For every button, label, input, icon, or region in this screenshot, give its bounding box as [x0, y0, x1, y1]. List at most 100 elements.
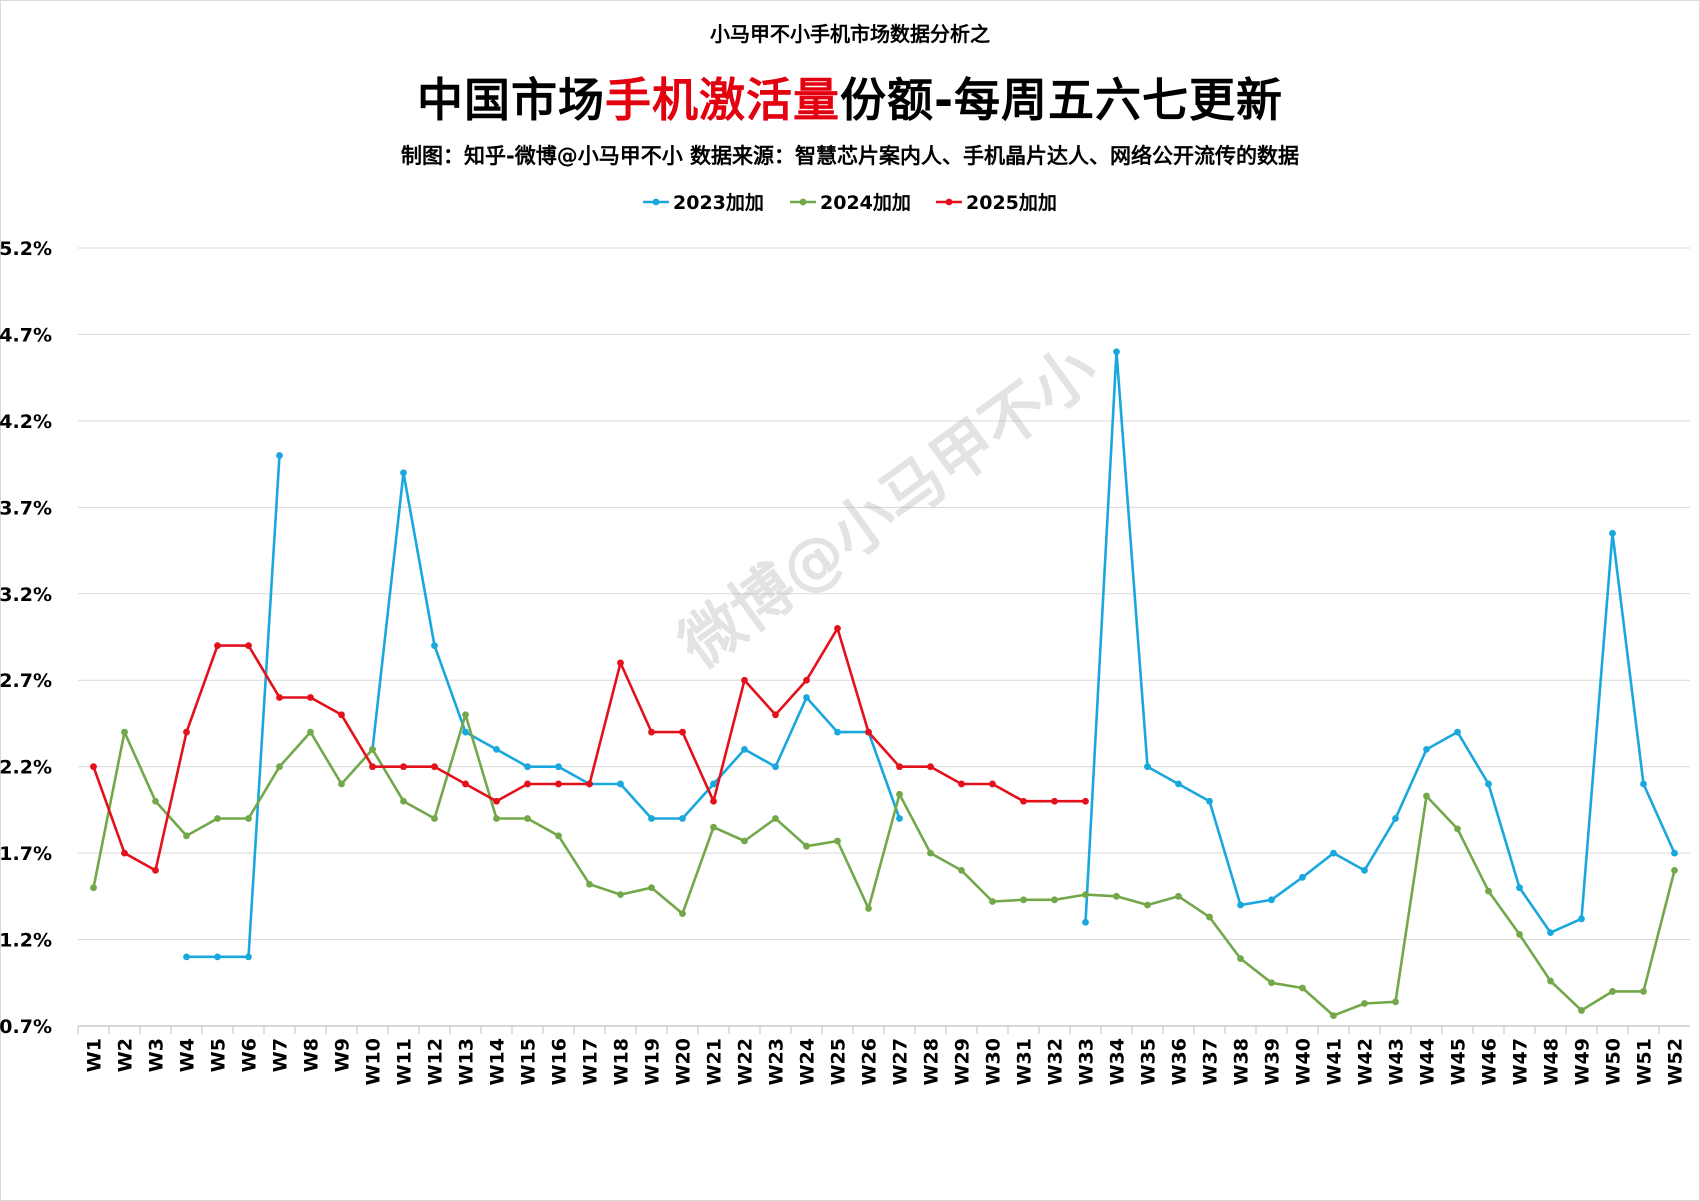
legend-label: 2024加加 — [820, 192, 911, 214]
data-point — [400, 763, 407, 771]
data-point — [1547, 977, 1554, 985]
data-point — [803, 676, 810, 684]
data-point — [1237, 955, 1244, 962]
data-point — [989, 780, 996, 788]
series-2024加加 — [90, 711, 1678, 1020]
data-point — [431, 642, 438, 650]
data-point — [1144, 763, 1151, 771]
data-point — [1640, 780, 1647, 788]
y-tick-label: 2.7% — [0, 670, 52, 692]
data-point — [555, 763, 562, 771]
x-tick-label: W23 — [766, 1038, 788, 1085]
x-tick-label: W43 — [1386, 1038, 1408, 1085]
data-point — [555, 832, 562, 840]
data-point — [958, 780, 965, 788]
data-point — [1454, 825, 1461, 833]
data-point — [90, 884, 97, 892]
x-tick-label: W33 — [1076, 1038, 1098, 1085]
legend-label: 2025加加 — [966, 192, 1057, 214]
x-tick-label: W20 — [673, 1038, 695, 1085]
data-point — [803, 842, 810, 850]
x-tick-label: W45 — [1448, 1038, 1470, 1085]
chart-title-highlight: 手机激活量 — [604, 73, 840, 127]
x-tick-label: W13 — [456, 1038, 478, 1085]
chart-credit: 制图：知乎-微博@小马甲不小 数据来源：智慧芯片案内人、手机晶片达人、网络公开流… — [400, 144, 1300, 168]
x-tick-label: W46 — [1479, 1038, 1501, 1085]
data-point — [152, 867, 159, 874]
data-point — [183, 728, 190, 736]
data-point — [90, 763, 97, 771]
data-point — [524, 763, 531, 771]
y-tick-label: 3.2% — [0, 584, 52, 606]
series-layer — [90, 348, 1678, 1020]
data-point — [617, 891, 624, 899]
gridlines — [78, 247, 1690, 1027]
series-line — [92, 627, 1086, 872]
data-point — [1485, 780, 1492, 788]
x-tick-label: W17 — [580, 1038, 602, 1085]
x-axis: W1 W2 W3 W4 W5 W6 W7 W8 W9 W10 W11 W12 W13 W14 W15 W16 W… — [77, 1025, 1690, 1085]
x-tick-label: W25 — [828, 1038, 850, 1085]
data-point — [1516, 930, 1523, 938]
x-tick-label: W8 — [301, 1038, 323, 1072]
data-point — [648, 728, 655, 736]
data-point — [431, 763, 438, 771]
data-point — [1020, 797, 1027, 805]
data-point — [896, 763, 903, 771]
x-tick-label: W1 — [84, 1038, 106, 1072]
chart-title-part1: 中国市场 — [416, 73, 605, 127]
data-point — [431, 815, 438, 822]
x-tick-label: W29 — [952, 1038, 974, 1085]
x-tick-label: W12 — [425, 1038, 447, 1085]
data-point — [183, 953, 190, 961]
series-line — [371, 471, 901, 820]
data-point — [1609, 529, 1616, 537]
data-point — [1268, 979, 1275, 987]
x-tick-label: W14 — [487, 1038, 509, 1085]
data-point — [741, 745, 748, 753]
data-point — [1485, 887, 1492, 895]
x-tick-label: W37 — [1200, 1038, 1222, 1085]
x-tick-label: W26 — [859, 1038, 881, 1085]
data-point — [586, 780, 593, 788]
data-point — [1268, 896, 1275, 904]
data-point — [400, 469, 407, 477]
x-tick-label: W22 — [735, 1038, 757, 1085]
data-point — [927, 763, 934, 771]
series-line — [186, 455, 281, 959]
data-point — [896, 815, 903, 822]
data-point — [865, 728, 872, 736]
data-point — [1051, 896, 1058, 904]
data-point — [369, 763, 376, 771]
data-point — [276, 763, 283, 771]
data-point — [710, 797, 717, 805]
data-point — [1175, 892, 1182, 900]
data-point — [1082, 891, 1089, 899]
data-point — [1423, 792, 1430, 800]
x-tick-label: W49 — [1572, 1038, 1594, 1085]
data-point — [1361, 1000, 1368, 1007]
x-tick-label: W42 — [1355, 1038, 1377, 1085]
data-point — [121, 849, 128, 857]
legend-item: 2024加加 — [790, 192, 911, 214]
data-point — [121, 728, 128, 736]
y-tick-label: 1.7% — [0, 843, 52, 865]
data-point — [772, 711, 779, 719]
x-tick-label: W44 — [1417, 1038, 1439, 1085]
x-tick-label: W27 — [890, 1038, 912, 1085]
data-point — [338, 711, 345, 719]
data-point — [152, 797, 159, 805]
data-point — [896, 790, 903, 798]
data-point — [648, 815, 655, 822]
data-point — [555, 780, 562, 788]
data-point — [927, 849, 934, 857]
y-axis: 0.7% 1.2% 1.7% 2.2% 2.7% 3.2% 3.7% 4.2% 4.7% 5.2% — [0, 238, 52, 1038]
data-point — [865, 905, 872, 912]
data-point — [834, 728, 841, 736]
chart-title-part2: 份额-每周五六七更新 — [839, 73, 1284, 127]
data-point — [648, 884, 655, 892]
data-point — [1020, 896, 1027, 904]
x-tick-label: W34 — [1107, 1038, 1129, 1085]
data-point — [183, 832, 190, 840]
data-point — [679, 910, 686, 918]
